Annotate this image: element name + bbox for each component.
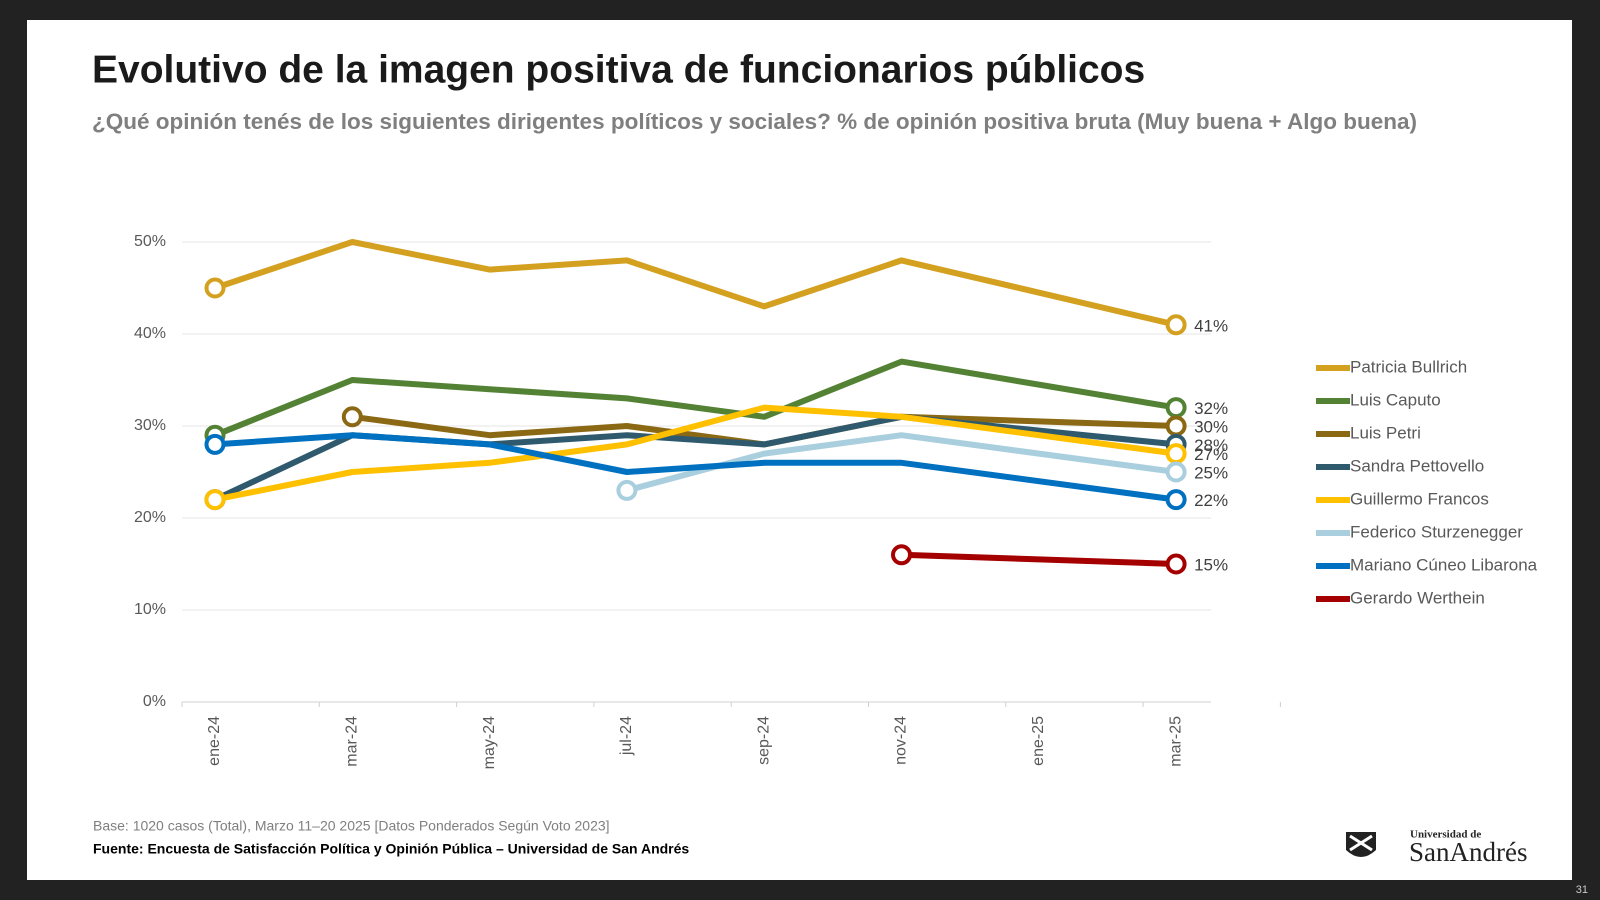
series-line: [214, 404, 1177, 503]
x-tick-label: may-24: [481, 716, 498, 769]
logo-text: Universidad de: [1410, 829, 1481, 841]
series-line: [214, 239, 1177, 328]
point-marker: [1165, 314, 1187, 336]
point-marker: [1165, 489, 1187, 511]
logo: Universidad de SanAndrés: [1346, 829, 1527, 867]
point-marker: [1165, 443, 1187, 465]
legend-label: Gerardo Werthein: [1350, 588, 1485, 607]
series-line: [214, 432, 1177, 503]
legend-label: Luis Petri: [1350, 423, 1421, 442]
x-tick-label: ene-25: [1030, 716, 1047, 766]
point-marker: [1165, 415, 1187, 437]
x-tick-label: jul-24: [618, 716, 635, 756]
point-marker: [204, 277, 226, 299]
point-marker: [1165, 397, 1187, 419]
point-marker: [204, 489, 226, 511]
x-tick-label: mar-24: [344, 716, 361, 767]
x-tick-label: nov-24: [893, 716, 910, 765]
x-tick-label: mar-25: [1167, 716, 1184, 767]
legend-label: Sandra Pettovello: [1350, 456, 1484, 475]
point-marker: [341, 406, 363, 428]
logo-cross: [1349, 834, 1373, 852]
chart-title: Evolutivo de la imagen positiva de funci…: [92, 48, 1145, 91]
series-line: [901, 551, 1177, 567]
y-tick-label: 0%: [143, 693, 166, 710]
y-tick-label: 30%: [134, 417, 166, 434]
value-label: 30%: [1194, 417, 1228, 436]
footer-base: Base: 1020 casos (Total), Marzo 11–20 20…: [93, 818, 610, 834]
value-label: 25%: [1194, 463, 1228, 482]
point-marker: [1165, 553, 1187, 575]
logo-text: SanAndrés: [1409, 837, 1527, 867]
y-tick-label: 40%: [134, 325, 166, 342]
y-tick-label: 50%: [134, 233, 166, 250]
footer-source: Fuente: Encuesta de Satisfacción Polític…: [93, 841, 689, 857]
point-marker: [1165, 461, 1187, 483]
point-marker: [891, 544, 912, 566]
series-line: [351, 413, 1177, 448]
y-tick-label: 20%: [134, 509, 166, 526]
value-label: 27%: [1194, 445, 1228, 464]
point-marker: [616, 479, 638, 501]
legend-label: Patricia Bullrich: [1350, 357, 1467, 376]
legend-label: Guillermo Francos: [1350, 489, 1489, 508]
series-line: [213, 358, 1177, 438]
value-label: 22%: [1194, 491, 1228, 510]
x-tick-label: sep-24: [755, 716, 772, 765]
point-marker: [204, 433, 226, 455]
series-line: [626, 432, 1177, 494]
value-label: 15%: [1194, 555, 1228, 574]
value-label: 41%: [1194, 316, 1228, 335]
y-tick-label: 10%: [134, 601, 166, 618]
page-number: 31: [1576, 884, 1588, 896]
legend-label: Federico Sturzenegger: [1350, 522, 1523, 541]
value-label: 28%: [1194, 436, 1228, 455]
legend-label: Mariano Cúneo Libarona: [1350, 555, 1538, 574]
chart-subtitle: ¿Qué opinión tenés de los siguientes dir…: [92, 109, 1417, 134]
value-label: 32%: [1194, 399, 1228, 418]
x-tick-label: ene-24: [206, 716, 223, 766]
legend-label: Luis Caputo: [1350, 390, 1441, 409]
